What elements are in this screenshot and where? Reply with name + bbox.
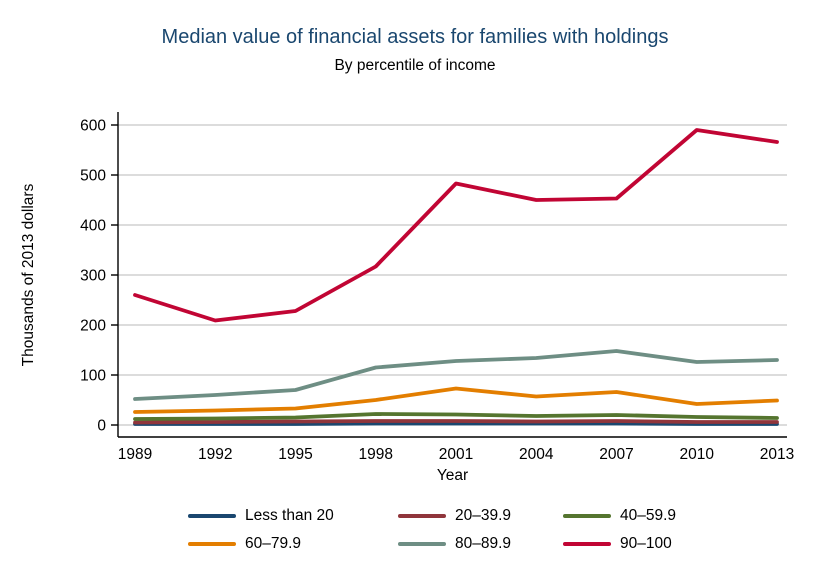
legend-label: 60–79.9 <box>245 535 302 552</box>
legend-label: 40–59.9 <box>620 507 677 524</box>
x-tick-label: 1992 <box>198 446 232 463</box>
legend-swatch <box>563 513 611 519</box>
x-tick-label: 1995 <box>278 446 312 463</box>
legend-label: 20–39.9 <box>455 507 512 524</box>
legend-swatch <box>188 541 236 547</box>
chart-title: Median value of financial assets for fam… <box>161 26 669 48</box>
legend-swatch <box>188 513 236 519</box>
y-tick-label: 200 <box>80 318 106 335</box>
x-axis-title: Year <box>437 467 468 484</box>
x-tick-label: 2007 <box>599 446 633 463</box>
x-tick-label: 2004 <box>519 446 554 463</box>
x-tick-label: 2001 <box>439 446 473 463</box>
legend-label: 80–89.9 <box>455 535 512 552</box>
x-tick-label: 1998 <box>359 446 393 463</box>
y-tick-label: 0 <box>97 418 106 435</box>
x-tick-label: 2010 <box>680 446 715 463</box>
series-line-less-than-20 <box>133 421 779 426</box>
y-tick-label: 400 <box>80 218 106 235</box>
x-tick-label: 1989 <box>118 446 152 463</box>
legend-label: Less than 20 <box>245 507 334 524</box>
series-line-80-89-9 <box>133 349 779 401</box>
legend-label: 90–100 <box>620 535 672 552</box>
series-line-90-100 <box>133 128 779 323</box>
y-tick-label: 100 <box>80 368 106 385</box>
legend-swatch <box>563 541 611 547</box>
legend-item: 60–79.9 <box>188 535 301 553</box>
legend-item: 20–39.9 <box>398 507 511 525</box>
chart-subtitle: By percentile of income <box>334 57 496 74</box>
x-tick-label: 2013 <box>760 446 794 463</box>
series-line-20-39-9 <box>133 419 779 425</box>
legend-item: 80–89.9 <box>398 535 511 553</box>
legend-item: 40–59.9 <box>563 507 676 525</box>
legend-swatch <box>398 513 446 519</box>
series-line-40-59-9 <box>133 412 779 421</box>
legend-swatch <box>398 541 446 547</box>
y-tick-label: 300 <box>80 268 106 285</box>
legend-item: Less than 20 <box>188 507 334 525</box>
series-line-60-79-9 <box>133 386 779 414</box>
y-tick-label: 600 <box>80 118 106 135</box>
y-tick-label: 500 <box>80 168 106 185</box>
legend-item: 90–100 <box>563 535 672 553</box>
